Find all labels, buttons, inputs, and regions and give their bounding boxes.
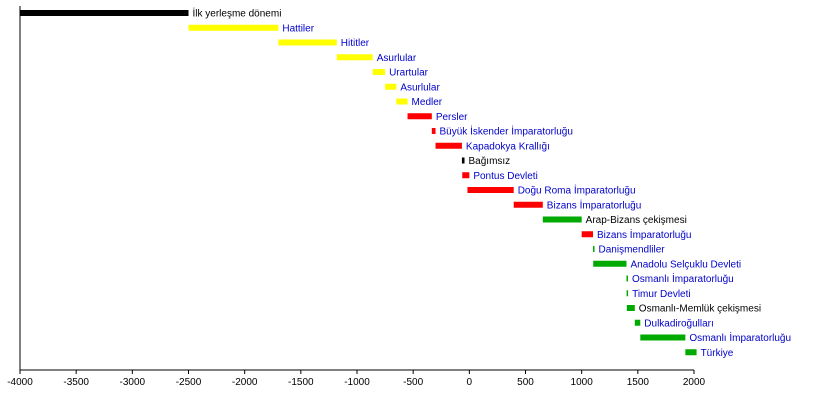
period-link[interactable]: Pontus Devleti xyxy=(473,171,537,182)
timeline-bar xyxy=(188,24,279,31)
x-tick-label: -2500 xyxy=(176,377,202,388)
timeline-bar xyxy=(467,187,514,193)
timeline-bar xyxy=(634,319,641,326)
x-tick-label: -3000 xyxy=(120,377,146,388)
x-tick-label: -1500 xyxy=(288,377,314,388)
x-tick-label: -2000 xyxy=(232,377,258,388)
timeline-bar xyxy=(581,231,594,238)
period-label: Osmanlı-Memlük çekişmesi xyxy=(639,304,761,315)
period-link[interactable]: Danişmendliler xyxy=(599,245,666,256)
timeline-bar xyxy=(626,305,635,311)
period-link[interactable]: Bizans İmparatorluğu xyxy=(547,198,642,211)
x-axis: -4000 -3500 -3000 -2500 -2000 -1500 -1000 -500 0… xyxy=(7,6,706,388)
x-tick-label: -1000 xyxy=(344,377,370,388)
timeline-bar xyxy=(20,10,189,16)
period-link[interactable]: Urartular xyxy=(389,68,429,79)
x-tick-label: 1500 xyxy=(627,377,650,388)
period-link[interactable]: Timur Devleti xyxy=(632,289,691,300)
timeline-bar xyxy=(278,39,337,46)
timeline-bar xyxy=(685,349,697,356)
timeline-bar xyxy=(396,98,408,105)
timeline-bar xyxy=(626,275,628,282)
period-link[interactable]: Büyük İskender İmparatorluğu xyxy=(440,125,573,138)
timeline-bar xyxy=(407,113,432,120)
timeline-bar xyxy=(593,246,595,252)
x-tick-label: 2000 xyxy=(683,377,706,388)
x-tick-label: -4000 xyxy=(7,377,33,388)
timeline-bar xyxy=(542,216,582,223)
period-link[interactable]: Dulkadiroğulları xyxy=(644,318,713,329)
period-link[interactable]: Osmanlı İmparatorluğu xyxy=(632,272,734,285)
x-tick-label: 500 xyxy=(517,377,534,388)
period-link[interactable]: Doğu Roma İmparatorluğu xyxy=(518,184,636,197)
timeline-bar xyxy=(385,83,397,90)
period-label: Bağımsız xyxy=(469,156,511,167)
period-label: İlk yerleşme dönemi xyxy=(193,7,282,20)
timeline-bar xyxy=(513,201,543,208)
timeline-bar xyxy=(640,334,686,341)
timeline-bar xyxy=(435,142,462,149)
period-label: Arap-Bizans çekişmesi xyxy=(586,215,687,226)
x-tick-label: -500 xyxy=(403,377,423,388)
x-tick-label: -3500 xyxy=(63,377,89,388)
timeline-bar xyxy=(593,260,627,267)
period-link[interactable]: Türkiye xyxy=(701,348,734,359)
timeline-bar xyxy=(431,128,436,134)
period-link[interactable]: Asurlular xyxy=(400,82,440,93)
period-link[interactable]: Asurlular xyxy=(377,53,417,64)
timeline-bar xyxy=(372,69,386,75)
timeline-bar xyxy=(461,157,465,164)
period-link[interactable]: Medler xyxy=(412,97,443,108)
x-tick-label: 0 xyxy=(467,377,473,388)
period-link[interactable]: Hititler xyxy=(341,38,370,49)
timeline-bar xyxy=(462,172,470,179)
x-tick-label: 1000 xyxy=(571,377,594,388)
period-link[interactable]: Bizans İmparatorluğu xyxy=(597,228,692,241)
period-link[interactable]: Anadolu Selçuklu Devleti xyxy=(630,259,741,270)
timeline-bar xyxy=(626,290,629,297)
period-link[interactable]: Hattiler xyxy=(282,23,314,34)
period-link[interactable]: Persler xyxy=(436,112,468,123)
period-link[interactable]: Osmanlı İmparatorluğu xyxy=(689,331,791,344)
timeline-bar xyxy=(336,54,373,61)
period-link[interactable]: Kapadokya Krallığı xyxy=(466,141,550,152)
